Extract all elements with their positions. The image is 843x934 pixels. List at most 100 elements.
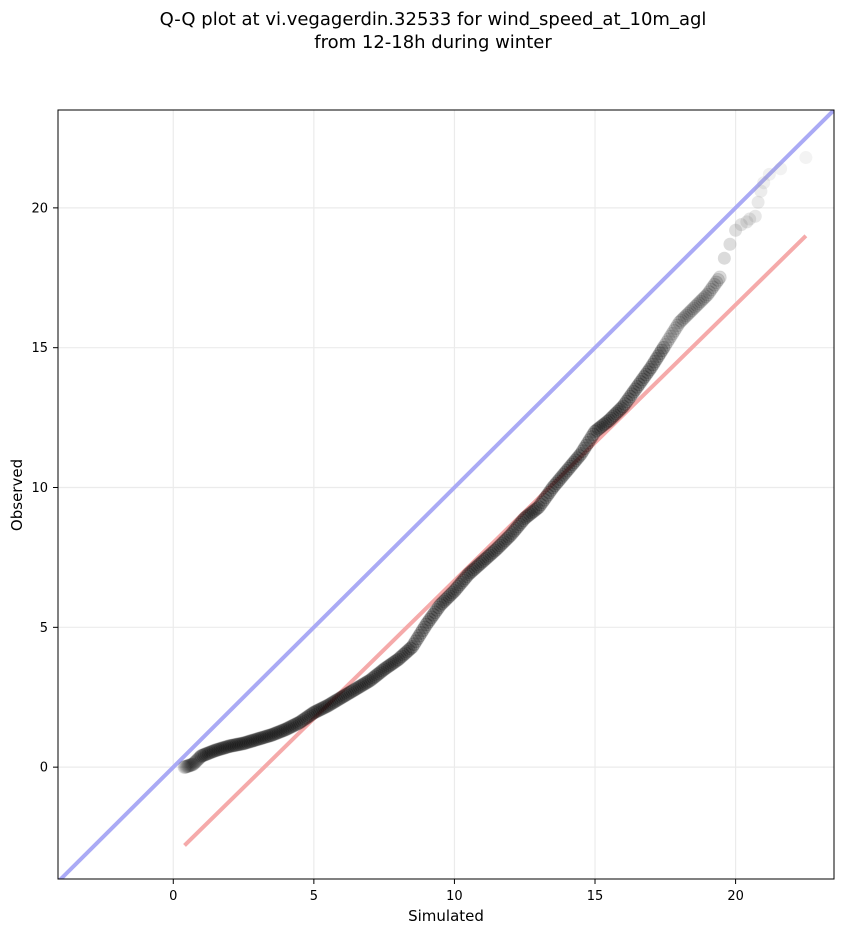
data-point <box>396 647 411 662</box>
reference-lines <box>58 110 834 879</box>
data-point <box>324 696 339 711</box>
data-point <box>241 734 256 749</box>
data-point <box>498 533 513 548</box>
data-point <box>407 637 422 652</box>
data-point <box>593 420 608 435</box>
data-point <box>667 323 682 338</box>
data-point <box>624 387 639 402</box>
data-point <box>545 480 560 495</box>
data-point <box>238 735 253 750</box>
data-point <box>647 354 662 369</box>
tail-point <box>717 251 731 265</box>
data-point <box>264 727 279 742</box>
data-point <box>313 702 328 717</box>
data-point <box>357 676 372 691</box>
data-point <box>428 605 443 620</box>
grid-lines <box>58 110 834 879</box>
data-point <box>696 291 711 306</box>
data-point <box>700 287 715 302</box>
tail-point <box>774 162 788 176</box>
data-point <box>389 653 404 668</box>
data-point <box>465 564 480 579</box>
data-point <box>334 690 349 705</box>
data-point <box>248 732 263 747</box>
data-point <box>315 701 330 716</box>
data-point <box>519 509 534 524</box>
data-point <box>210 742 225 757</box>
tail-point <box>748 209 762 223</box>
data-point <box>226 738 241 753</box>
data-point <box>688 299 703 314</box>
data-point <box>178 759 193 774</box>
data-point <box>345 683 360 698</box>
data-point <box>436 594 451 609</box>
data-point <box>320 698 335 713</box>
data-point <box>255 730 270 745</box>
data-point <box>373 665 388 680</box>
data-point <box>454 575 469 590</box>
data-point <box>329 693 344 708</box>
data-point <box>343 684 358 699</box>
data-point <box>705 280 720 295</box>
data-point <box>366 670 381 685</box>
data-point <box>177 760 192 775</box>
data-point <box>459 569 474 584</box>
data-point <box>201 746 216 761</box>
data-point <box>319 699 334 714</box>
plot-frame <box>57 109 835 880</box>
data-point <box>245 733 260 748</box>
data-point <box>654 343 669 358</box>
data-point <box>461 567 476 582</box>
data-point <box>322 697 337 712</box>
data-point <box>282 720 297 735</box>
data-point <box>192 751 207 766</box>
data-point <box>579 438 594 453</box>
data-point <box>630 379 645 394</box>
y-tick-label: 10 <box>31 481 48 496</box>
data-point <box>658 337 673 352</box>
data-point <box>338 688 353 703</box>
data-point <box>538 490 553 505</box>
data-point <box>514 515 529 530</box>
data-point <box>184 757 199 772</box>
data-point <box>677 310 692 325</box>
data-point <box>399 644 414 659</box>
y-tick-label: 15 <box>31 341 48 356</box>
data-point <box>531 500 546 515</box>
data-point <box>180 759 195 774</box>
data-point <box>426 607 441 622</box>
data-point <box>479 551 494 566</box>
data-point <box>589 423 604 438</box>
data-point <box>610 404 625 419</box>
data-point <box>602 413 617 428</box>
data-point <box>598 416 613 431</box>
data-point <box>515 513 530 528</box>
data-point <box>591 421 606 436</box>
data-point <box>540 487 555 502</box>
data-point <box>204 744 219 759</box>
data-point <box>663 329 678 344</box>
data-point <box>194 748 209 763</box>
data-point <box>305 706 320 721</box>
data-point <box>512 517 527 532</box>
data-point <box>484 546 499 561</box>
data-point <box>631 377 646 392</box>
data-point <box>299 710 314 725</box>
data-point <box>310 703 325 718</box>
data-point <box>234 736 249 751</box>
y-axis-ticks: 0 5 10 15 20 <box>31 201 58 776</box>
data-point <box>489 542 504 557</box>
data-point <box>296 712 311 727</box>
data-point <box>312 702 327 717</box>
data-point <box>500 531 515 546</box>
data-point <box>686 301 701 316</box>
data-point <box>463 565 478 580</box>
data-point <box>233 737 248 752</box>
data-point <box>363 673 378 688</box>
data-point <box>561 461 576 476</box>
data-point <box>206 744 221 759</box>
x-tick-label: 15 <box>587 889 604 904</box>
data-point <box>278 722 293 737</box>
data-point <box>682 305 697 320</box>
